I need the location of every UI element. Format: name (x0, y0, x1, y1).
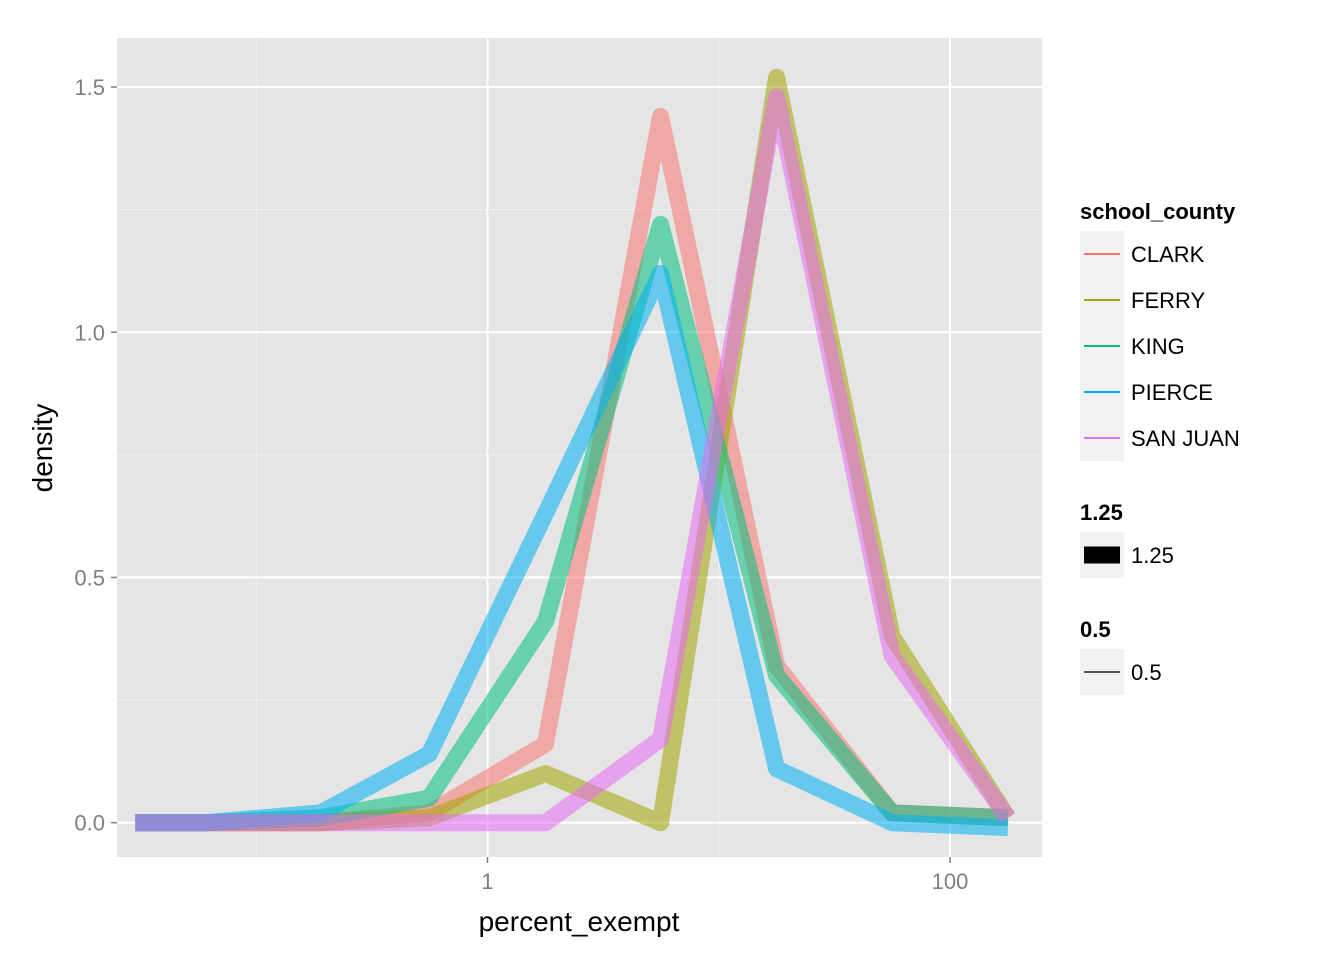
x-axis: 1 100 (481, 857, 968, 894)
y-tick-label: 0.5 (74, 565, 105, 590)
y-axis: 0.0 0.5 1.0 1.5 (74, 75, 117, 836)
y-axis-title: density (27, 404, 58, 493)
legend-label: FERRY (1131, 288, 1205, 313)
legend-label: CLARK (1131, 242, 1205, 267)
y-tick-label: 1.5 (74, 75, 105, 100)
series-line-san-juan (135, 88, 1015, 832)
y-tick-label: 1.0 (74, 320, 105, 345)
x-axis-title: percent_exempt (479, 906, 680, 937)
legend: school_county CLARK FERRY KING PIERCE SAN JUA… (1080, 199, 1240, 695)
legend-label: PIERCE (1131, 380, 1213, 405)
legend-label: KING (1131, 334, 1185, 359)
x-tick-label: 100 (932, 869, 969, 894)
legend-label: 0.5 (1131, 660, 1162, 685)
legend-title: school_county (1080, 199, 1236, 224)
legend-label: 1.25 (1131, 543, 1174, 568)
legend-title: 0.5 (1080, 617, 1111, 642)
legend-title: 1.25 (1080, 500, 1123, 525)
series-lines (135, 68, 1016, 837)
y-tick-label: 0.0 (74, 811, 105, 836)
legend-label: SAN JUAN (1131, 426, 1240, 451)
x-tick-label: 1 (481, 869, 493, 894)
